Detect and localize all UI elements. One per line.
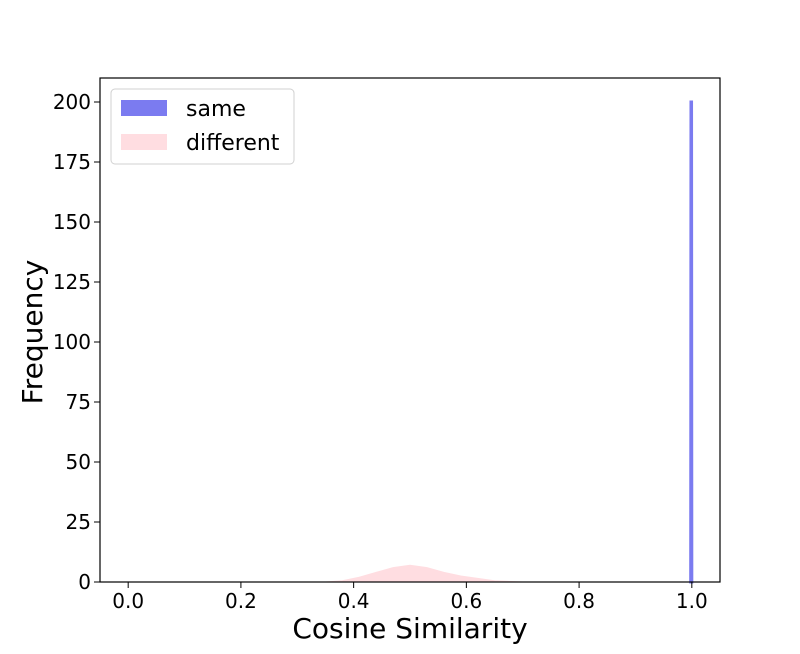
x-axis-label: Cosine Similarity [292,612,527,645]
y-tick-label: 100 [53,330,91,354]
y-tick-label: 25 [66,510,91,534]
y-axis-label: Frequency [16,260,49,405]
series-area-different [325,564,523,583]
x-tick-label: 1.0 [676,589,708,613]
plot-frame [99,77,721,583]
legend-swatch-different [121,134,167,150]
legend-swatch-same [121,100,167,116]
y-tick-label: 0 [78,570,91,594]
legend: same different [110,88,295,165]
x-tick-label: 0.8 [563,589,595,613]
series-area-same [689,100,694,584]
x-tick-label: 0.6 [450,589,482,613]
y-tick-label: 125 [53,270,91,294]
y-tick-label: 175 [53,150,91,174]
legend-label-different: different [186,131,280,156]
ticks-layer: 0.0 0.2 0.4 0.6 0.8 1.0 0 25 50 75 100 125 150 175 200 [53,90,708,613]
y-tick-label: 75 [66,390,91,414]
legend-label-same: same [186,97,246,122]
y-tick-label: 150 [53,210,91,234]
x-tick-label: 0.4 [338,589,370,613]
y-tick-label: 200 [53,90,91,114]
x-tick-label: 0.0 [112,589,144,613]
y-tick-label: 50 [66,450,91,474]
x-tick-label: 0.2 [225,589,257,613]
